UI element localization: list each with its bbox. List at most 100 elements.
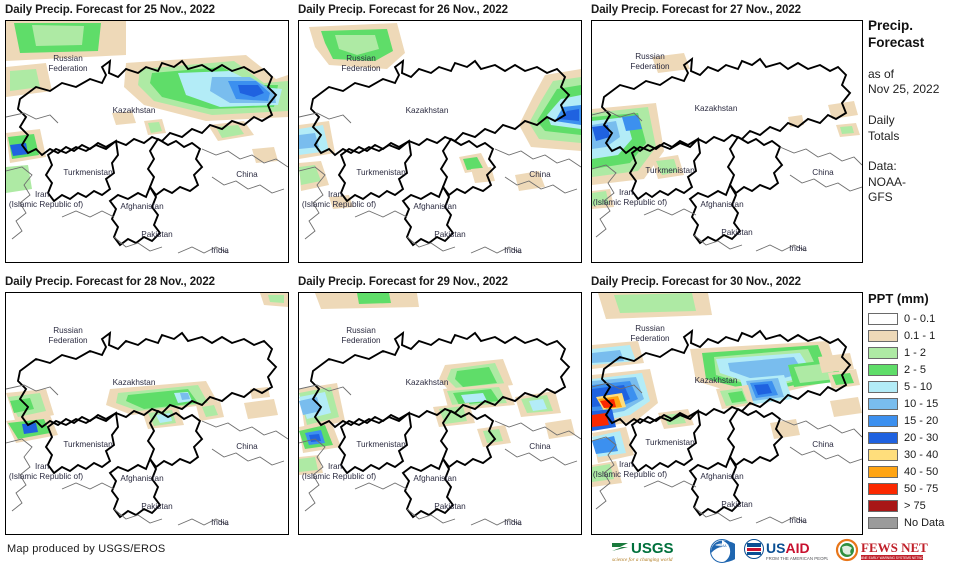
label-russian-federation: Russian — [635, 52, 665, 61]
label-turkmenistan: Turkmenistan — [356, 440, 406, 449]
legend-swatch — [868, 431, 898, 444]
label-india: India — [211, 518, 229, 527]
usgs-logo[interactable]: USGS science for a changing world — [610, 537, 702, 565]
label-afghanistan: Afghanistan — [120, 474, 164, 483]
panel-title: Daily Precip. Forecast for 28 Nov., 2022 — [5, 276, 215, 288]
legend-label: 50 - 75 — [904, 482, 939, 495]
panel-title: Daily Precip. Forecast for 30 Nov., 2022 — [591, 276, 801, 288]
legend-item: > 75 — [868, 497, 964, 514]
legend-label: 15 - 20 — [904, 414, 939, 427]
label-iran: Iran — [35, 190, 50, 199]
label-turkmenistan: Turkmenistan — [63, 440, 113, 449]
precip-map: Russian Federation Kazakhstan Turkmenist… — [592, 293, 862, 525]
info-totals-line2: Totals — [868, 128, 900, 143]
map-canvas[interactable]: Russian Federation Kazakhstan Turkmenist… — [298, 20, 582, 263]
panel-title: Daily Precip. Forecast for 26 Nov., 2022 — [298, 4, 508, 16]
svg-text:FEWS NET: FEWS NET — [861, 540, 928, 555]
info-data-line2: NOAA- — [868, 174, 907, 189]
label-kazakhstan: Kazakhstan — [113, 378, 156, 387]
info-asof-line2: Nov 25, 2022 — [868, 82, 940, 97]
legend-item: 20 - 30 — [868, 429, 964, 446]
legend-swatch — [868, 448, 898, 461]
precip-raster — [6, 21, 288, 193]
svg-text:USGS: USGS — [631, 540, 674, 557]
label-turkmenistan: Turkmenistan — [63, 168, 113, 177]
label-kazakhstan: Kazakhstan — [695, 376, 738, 385]
label-china: China — [236, 170, 258, 179]
label-china: China — [812, 440, 834, 449]
label-russian-federation-2: Federation — [341, 64, 381, 73]
forecast-panel-4: Daily Precip. Forecast for 28 Nov., 2022 — [5, 276, 289, 536]
label-iran-2: (Islamic Republic of) — [9, 472, 83, 481]
fewsnet-logo[interactable]: FEWS NET FAMINE EARLY WARNING SYSTEMS NE… — [835, 537, 931, 565]
label-india: India — [504, 246, 522, 255]
usaid-logo[interactable]: USAID FROM THE AMERICAN PEOPLE — [742, 537, 828, 565]
info-panel: Precip. Forecast as of Nov 25, 2022 Dail… — [868, 18, 963, 206]
info-asof: as of Nov 25, 2022 — [868, 67, 963, 98]
legend-title: PPT (mm) — [868, 291, 929, 306]
noaa-logo[interactable]: NOAA — [709, 537, 735, 565]
label-kazakhstan: Kazakhstan — [406, 378, 449, 387]
legend-swatch — [868, 482, 898, 495]
label-afghanistan: Afghanistan — [413, 202, 457, 211]
map-canvas[interactable]: Russian Federation Kazakhstan Turkmenist… — [591, 292, 863, 535]
legend-label: > 75 — [904, 499, 926, 512]
label-iran-2: (Islamic Republic of) — [593, 198, 667, 207]
map-canvas[interactable]: Russian Federation Kazakhstan Turkmenist… — [591, 20, 863, 263]
map-canvas[interactable]: Russian Federation Kazakhstan Turkmenist… — [5, 20, 289, 263]
label-russian-federation: Russian — [53, 326, 83, 335]
legend-swatch — [868, 363, 898, 376]
legend-item: 15 - 20 — [868, 412, 964, 429]
label-russian-federation-2: Federation — [630, 334, 670, 343]
info-data-source: Data: NOAA- GFS — [868, 159, 963, 206]
info-totals: Daily Totals — [868, 113, 963, 144]
legend-label: 5 - 10 — [904, 380, 933, 393]
label-kazakhstan: Kazakhstan — [113, 106, 156, 115]
label-iran-2: (Islamic Republic of) — [302, 472, 376, 481]
map-canvas[interactable]: Russian Federation Kazakhstan Turkmenist… — [298, 292, 582, 535]
legend-item: 50 - 75 — [868, 480, 964, 497]
legend-rows: 0 - 0.1 0.1 - 1 1 - 2 2 - 5 5 - 10 10 - 15 15 … — [868, 310, 964, 531]
country-borders — [600, 56, 852, 245]
country-borders — [600, 328, 852, 517]
country-label-group: Russian Federation Kazakhstan Turkmenist… — [9, 54, 258, 255]
label-russian-federation: Russian — [635, 324, 665, 333]
map-credit: Map produced by USGS/EROS — [7, 543, 166, 555]
label-afghanistan: Afghanistan — [120, 202, 164, 211]
label-pakistan: Pakistan — [721, 228, 753, 237]
admin-lines — [6, 112, 288, 254]
precip-raster — [6, 293, 288, 443]
info-data-line1: Data: — [868, 159, 897, 174]
label-china: China — [236, 442, 258, 451]
info-heading-line1: Precip. — [868, 18, 914, 33]
label-russian-federation-2: Federation — [48, 64, 88, 73]
label-russian-federation: Russian — [346, 54, 376, 63]
legend-swatch — [868, 499, 898, 512]
label-china: China — [812, 168, 834, 177]
legend-swatch — [868, 329, 898, 342]
legend-swatch — [868, 312, 898, 325]
precip-raster — [592, 53, 860, 209]
legend-label: 0 - 0.1 — [904, 312, 936, 325]
label-pakistan: Pakistan — [434, 230, 466, 239]
map-canvas[interactable]: Russian Federation Kazakhstan Turkmenist… — [5, 292, 289, 535]
country-borders — [16, 330, 278, 519]
legend-label: 20 - 30 — [904, 431, 939, 444]
label-iran: Iran — [35, 462, 50, 471]
country-label-group: Russian Federation Kazakhstan Turkmenist… — [593, 324, 834, 525]
panel-title: Daily Precip. Forecast for 25 Nov., 2022 — [5, 4, 215, 16]
precip-map: Russian Federation Kazakhstan Turkmenist… — [299, 23, 581, 255]
label-russian-federation: Russian — [346, 326, 376, 335]
country-borders — [16, 58, 278, 247]
info-heading-line2: Forecast — [868, 34, 925, 50]
admin-lines — [6, 384, 288, 526]
label-iran-2: (Islamic Republic of) — [302, 200, 376, 209]
label-turkmenistan: Turkmenistan — [645, 166, 695, 175]
precip-map: Russian Federation Kazakhstan Turkmenist… — [299, 293, 581, 527]
country-label-group: Russian Federation Kazakhstan Turkmenist… — [302, 326, 551, 527]
label-afghanistan: Afghanistan — [700, 472, 744, 481]
label-russian-federation: Russian — [53, 54, 83, 63]
label-kazakhstan: Kazakhstan — [406, 106, 449, 115]
admin-lines — [592, 110, 862, 252]
label-iran: Iran — [619, 460, 634, 469]
